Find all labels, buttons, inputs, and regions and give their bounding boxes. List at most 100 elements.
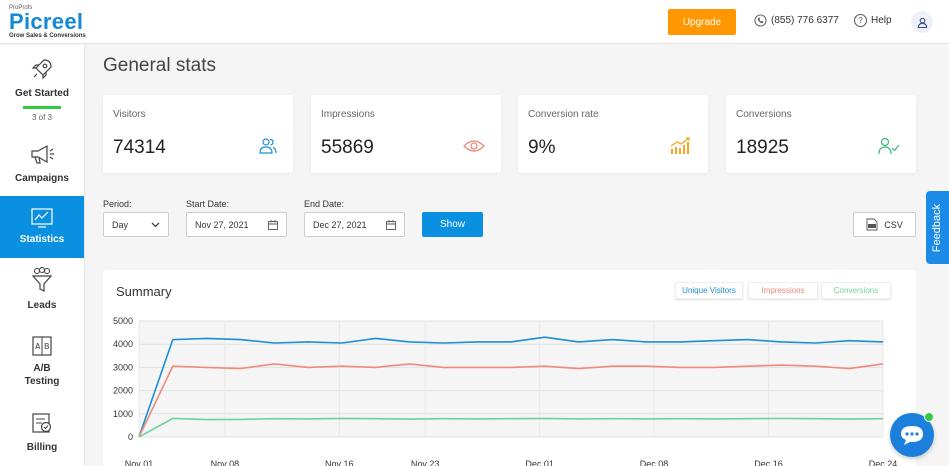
sidebar-item-leads[interactable]: Leads	[0, 267, 84, 317]
sidebar-item-label: Campaigns	[15, 173, 69, 184]
phone-number: (855) 776 6377	[771, 15, 839, 26]
sidebar-item-get-started[interactable]: Get Started 3 of 3	[0, 55, 84, 140]
series-line	[138, 417, 884, 438]
period-select[interactable]: Day	[103, 212, 169, 237]
sidebar-item-label: Get Started	[15, 88, 69, 99]
phone-icon	[754, 14, 767, 27]
calendar-icon	[386, 219, 396, 230]
y-tick-label: 0	[128, 432, 133, 442]
upgrade-button[interactable]: Upgrade	[668, 9, 736, 35]
billing-icon	[32, 413, 52, 433]
x-tick-label: Nov 23	[411, 459, 440, 466]
csv-export-button[interactable]: CSV	[853, 212, 916, 237]
stat-label: Visitors	[113, 109, 146, 120]
stat-value: 18925	[736, 137, 789, 158]
show-button[interactable]: Show	[422, 212, 483, 237]
page-title: General stats	[103, 55, 216, 76]
logo[interactable]: ProProfs Picreel Grow Sales & Conversion…	[9, 5, 86, 40]
period-label: Period:	[103, 199, 132, 209]
stat-value: 9%	[528, 137, 556, 158]
user-icon	[917, 17, 927, 28]
feedback-label: Feedback	[931, 203, 944, 252]
user-check-icon	[878, 137, 900, 155]
account-button[interactable]	[911, 11, 933, 33]
logo-brand: Picreel	[9, 9, 84, 34]
series-line	[138, 363, 884, 438]
end-date-value: Dec 27, 2021	[313, 219, 367, 230]
start-date-value: Nov 27, 2021	[195, 219, 249, 230]
y-tick-label: 1000	[113, 409, 133, 419]
stat-card-impressions: Impressions 55869	[311, 95, 501, 173]
logo-company: ProProfs	[9, 5, 33, 11]
help-label: Help	[871, 15, 892, 26]
stat-label: Conversion rate	[528, 109, 599, 120]
onboarding-progress-bar	[23, 106, 61, 109]
stat-label: Conversions	[736, 109, 792, 120]
summary-title: Summary	[116, 284, 172, 299]
svg-text:A: A	[35, 342, 41, 351]
bar-chart-icon	[670, 137, 690, 154]
sidebar-item-campaigns[interactable]: Campaigns	[0, 143, 84, 193]
legend-label: Impressions	[761, 286, 805, 295]
y-tick-label: 5000	[113, 316, 133, 326]
sidebar-item-label: Leads	[27, 300, 57, 311]
help-icon: ?	[854, 14, 867, 27]
stat-label: Impressions	[321, 109, 375, 120]
top-bar: ProProfs Picreel Grow Sales & Conversion…	[0, 0, 949, 44]
stat-card-conversions: Conversions 18925	[726, 95, 916, 173]
period-value: Day	[112, 219, 129, 230]
x-tick-label: Nov 08	[211, 459, 240, 466]
legend-label: Unique Visitors	[682, 286, 736, 295]
legend-impressions[interactable]: Impressions	[748, 282, 818, 299]
x-tick-label: Nov 01	[125, 459, 154, 466]
end-date-label: End Date:	[304, 199, 345, 209]
chevron-down-icon	[151, 222, 160, 227]
start-date-label: Start Date:	[186, 199, 230, 209]
svg-text:B: B	[44, 342, 50, 351]
csv-file-icon	[866, 218, 878, 231]
funnel-icon	[31, 267, 53, 292]
y-tick-label: 2000	[113, 386, 133, 396]
sidebar-item-label: Statistics	[19, 234, 65, 245]
stat-card-visitors: Visitors 74314	[103, 95, 293, 173]
rocket-icon	[31, 59, 52, 80]
end-date-field[interactable]: Dec 27, 2021	[304, 212, 405, 237]
megaphone-icon	[31, 144, 54, 164]
series-line	[138, 336, 884, 438]
y-tick-label: 4000	[113, 339, 133, 349]
stat-value: 74314	[113, 137, 166, 158]
start-date-field[interactable]: Nov 27, 2021	[186, 212, 287, 237]
summary-line-chart: 0 1000 2000 3000 4000 5000 Nov 01 Nov 08 Nov 16 N…	[113, 316, 898, 466]
eye-icon	[463, 140, 485, 152]
sidebar-item-label: A/B Testing	[24, 363, 60, 387]
stat-value: 55869	[321, 137, 374, 158]
x-tick-label: Nov 16	[325, 459, 354, 466]
x-tick-label: Dec 01	[525, 459, 554, 466]
x-tick-label: Dec 24	[869, 459, 898, 466]
legend-unique-visitors[interactable]: Unique Visitors	[675, 282, 743, 299]
phone-link[interactable]: (855) 776 6377	[754, 14, 839, 27]
x-tick-label: Dec 08	[640, 459, 669, 466]
feedback-tab[interactable]: Feedback	[926, 191, 949, 264]
users-icon	[259, 138, 277, 154]
online-status-dot	[924, 412, 934, 422]
sidebar: Get Started 3 of 3 Campaigns Statistics …	[0, 45, 85, 466]
stat-card-conversion-rate: Conversion rate 9%	[518, 95, 708, 173]
legend-conversions[interactable]: Conversions	[821, 282, 891, 299]
chat-bubble-icon	[901, 426, 923, 445]
logo-tagline: Grow Sales & Conversions	[9, 33, 86, 39]
x-tick-label: Dec 16	[754, 459, 783, 466]
y-tick-label: 3000	[113, 362, 133, 372]
statistics-icon	[31, 208, 53, 228]
csv-label: CSV	[884, 219, 903, 230]
help-link[interactable]: ? Help	[854, 14, 892, 27]
sidebar-item-billing[interactable]: Billing	[0, 412, 84, 462]
sidebar-item-label: Billing	[26, 442, 58, 453]
onboarding-progress-text: 3 of 3	[31, 113, 52, 122]
calendar-icon	[268, 219, 278, 230]
legend-label: Conversions	[833, 286, 879, 295]
sidebar-item-statistics[interactable]: Statistics	[0, 196, 84, 258]
summary-panel: Summary Unique Visitors Impressions Conv…	[103, 270, 916, 466]
